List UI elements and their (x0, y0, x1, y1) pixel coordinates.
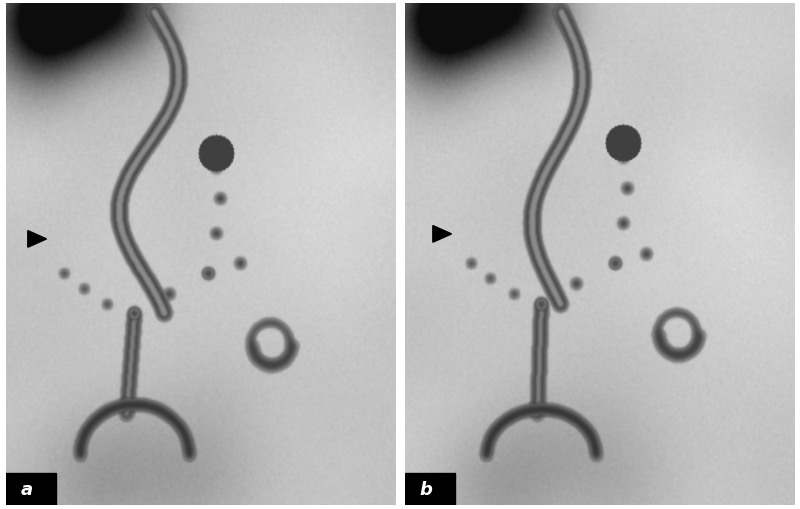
Text: b: b (420, 480, 433, 498)
Text: a: a (21, 480, 33, 498)
Bar (405, 473, 455, 505)
Bar (6, 473, 56, 505)
Polygon shape (28, 231, 46, 248)
Polygon shape (433, 226, 451, 243)
